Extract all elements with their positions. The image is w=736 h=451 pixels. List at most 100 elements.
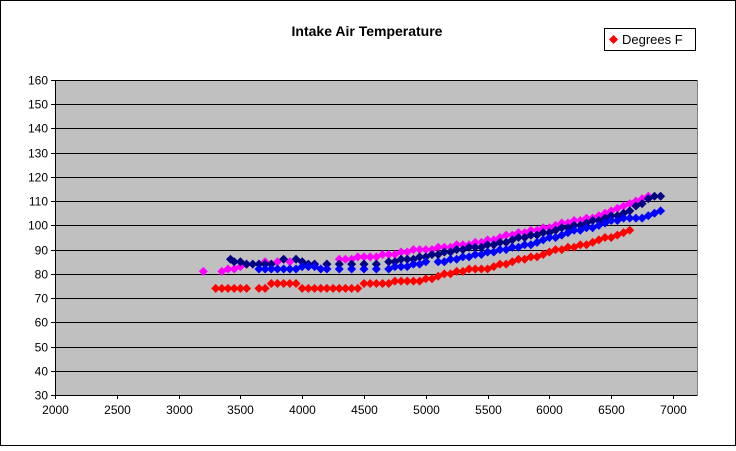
data-point [365, 279, 375, 289]
data-point [378, 279, 388, 289]
data-point [316, 264, 326, 274]
y-tick-label: 40 [35, 365, 49, 379]
data-point [402, 254, 412, 264]
data-point [266, 264, 276, 274]
data-point [408, 259, 418, 269]
series-series-4 [254, 206, 666, 274]
data-point [464, 242, 474, 252]
data-point [334, 264, 344, 274]
x-tick-label: 3000 [166, 403, 193, 417]
data-point [322, 264, 332, 274]
data-point [526, 225, 536, 235]
data-point [656, 191, 666, 201]
data-point [427, 249, 437, 259]
data-point [340, 254, 350, 264]
data-point [272, 264, 282, 274]
data-point [297, 283, 307, 293]
data-point [334, 254, 344, 264]
data-point [631, 213, 641, 223]
y-tick-label: 150 [28, 98, 48, 112]
data-point [483, 240, 493, 250]
data-point [526, 230, 536, 240]
y-tick-label: 80 [35, 268, 49, 282]
data-point [266, 279, 276, 289]
data-point [365, 252, 375, 262]
data-point [347, 259, 357, 269]
data-point [408, 254, 418, 264]
data-point [458, 252, 468, 262]
data-point [514, 233, 523, 242]
data-point [507, 242, 517, 252]
data-point [266, 259, 276, 269]
y-tick-label: 120 [28, 171, 48, 185]
data-point [637, 199, 647, 209]
data-point [588, 216, 598, 226]
data-point [242, 259, 252, 269]
data-point [347, 283, 357, 293]
data-point [544, 233, 554, 242]
data-point [396, 262, 406, 272]
data-point [501, 230, 511, 240]
data-point [347, 264, 357, 274]
data-point [310, 283, 320, 293]
y-tick-label: 50 [35, 341, 49, 355]
data-point [569, 220, 579, 230]
data-point [606, 211, 616, 221]
data-point [396, 254, 406, 264]
data-point [260, 259, 270, 269]
data-point [279, 264, 289, 274]
y-tick-label: 60 [35, 316, 49, 330]
y-tick-label: 30 [35, 389, 49, 403]
x-tick-label: 3500 [227, 403, 254, 417]
data-point [254, 264, 264, 274]
data-point [476, 264, 486, 274]
data-point [396, 276, 406, 286]
data-point [619, 213, 629, 223]
data-point [303, 262, 313, 272]
data-point [285, 279, 295, 289]
data-point [514, 228, 523, 238]
data-point [464, 264, 474, 274]
data-point [421, 257, 431, 267]
data-point [371, 264, 381, 274]
data-point [495, 237, 505, 247]
data-point [347, 254, 357, 264]
data-point [439, 269, 449, 279]
data-point [520, 254, 530, 264]
data-point [470, 242, 480, 252]
data-point [470, 237, 480, 247]
data-point [439, 247, 449, 257]
data-point [198, 266, 208, 276]
y-tick-label: 160 [28, 74, 48, 88]
data-point [334, 283, 344, 293]
y-tick-label: 100 [28, 219, 48, 233]
data-point [606, 216, 616, 226]
series-degrees-f [211, 225, 635, 293]
data-point [260, 264, 270, 274]
data-point [483, 247, 493, 257]
legend-label: Degrees F [622, 32, 683, 47]
data-point [625, 213, 635, 223]
data-point [421, 274, 431, 284]
data-point [211, 283, 221, 293]
data-point [452, 266, 462, 276]
data-point [495, 245, 505, 255]
data-point [229, 283, 239, 293]
data-point [371, 279, 381, 289]
x-tick-label: 4000 [289, 403, 316, 417]
data-point [322, 283, 332, 293]
plot-area [55, 80, 698, 396]
data-point [328, 283, 338, 293]
data-point [322, 259, 332, 269]
data-point [384, 257, 394, 267]
data-point [254, 259, 264, 269]
data-point [563, 242, 573, 252]
data-point [242, 283, 252, 293]
data-point [600, 233, 610, 242]
data-point [649, 191, 659, 201]
data-point [359, 279, 369, 289]
data-point [359, 259, 369, 269]
data-point [353, 283, 363, 293]
data-point [334, 259, 344, 269]
x-tick-label: 5500 [475, 403, 502, 417]
